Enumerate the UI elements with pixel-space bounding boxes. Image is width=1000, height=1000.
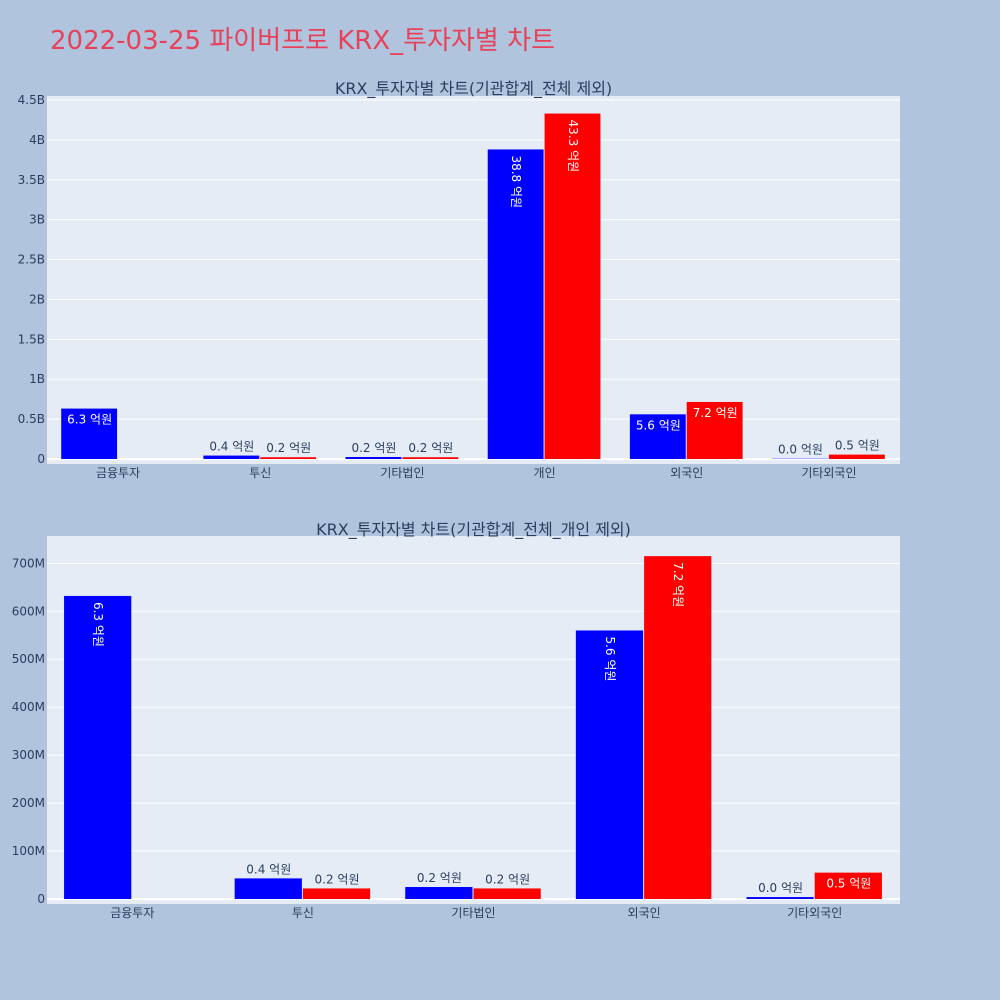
bar-value-label: 0.5 억원 <box>835 439 880 453</box>
bar-value-label: 43.3 억원 <box>566 120 580 173</box>
bar-sell[interactable] <box>402 457 459 459</box>
bar-buy[interactable] <box>487 149 544 459</box>
bar-buy[interactable] <box>575 630 644 899</box>
x-tick-label: 외국인 <box>628 906 661 920</box>
y-tick-label: 4.5B <box>18 93 45 107</box>
y-tick-label: 600M <box>12 604 45 618</box>
bar-value-label: 6.3 억원 <box>91 602 105 647</box>
bar-value-label: 0.2 억원 <box>315 872 360 886</box>
plot-area <box>47 536 900 904</box>
bar-value-label: 0.0 억원 <box>758 881 803 895</box>
x-tick-label: 개인 <box>534 466 556 480</box>
chart-excluding-individuals: KRX_투자자별 차트(기관합계_전체_개인 제외) 0 100M 200M 300M 4… <box>12 520 900 920</box>
bar-sell[interactable] <box>302 888 371 899</box>
bar-buy[interactable] <box>61 408 118 459</box>
bar-value-label: 0.0 억원 <box>778 443 823 457</box>
bar-buy[interactable] <box>629 414 686 459</box>
plot-area <box>47 96 900 464</box>
bar-buy[interactable] <box>746 897 814 899</box>
y-tick-label: 2.5B <box>18 253 45 267</box>
x-tick-label: 금융투자 <box>110 906 154 920</box>
bar-value-label: 7.2 억원 <box>693 406 738 420</box>
x-tick-label: 기타외국인 <box>801 466 856 480</box>
bar-value-label: 0.4 억원 <box>246 862 291 876</box>
bar-buy[interactable] <box>345 457 402 459</box>
bar-value-label: 0.4 억원 <box>209 440 254 454</box>
x-tick-label: 기타법인 <box>380 466 424 480</box>
x-tick-label: 기타외국인 <box>787 906 842 920</box>
bar-sell[interactable] <box>473 888 541 899</box>
x-tick-label: 투신 <box>292 906 314 920</box>
y-tick-label: 0.5B <box>18 412 45 426</box>
bar-value-label: 5.6 억원 <box>603 636 617 681</box>
bar-buy[interactable] <box>64 595 132 899</box>
chart-all-investors: KRX_투자자별 차트(기관합계_전체 제외) 0 0.5B 1B 1.5B 2B 2.5B… <box>18 79 900 480</box>
y-tick-label: 1.5B <box>18 332 45 346</box>
bar-value-label: 0.5 억원 <box>826 877 871 891</box>
chart-title: KRX_투자자별 차트(기관합계_전체_개인 제외) <box>316 520 631 540</box>
bar-value-label: 0.2 억원 <box>266 441 311 455</box>
bar-value-label: 0.2 억원 <box>351 441 396 455</box>
bar-value-label: 38.8 억원 <box>509 155 523 208</box>
x-tick-label: 금융투자 <box>96 466 140 480</box>
y-tick-label: 200M <box>12 796 45 810</box>
bar-sell[interactable] <box>260 457 317 459</box>
bar-buy[interactable] <box>203 455 260 459</box>
bar-value-label: 0.2 억원 <box>408 441 453 455</box>
bar-sell[interactable] <box>544 113 601 460</box>
bar-sell[interactable] <box>644 556 712 899</box>
x-tick-label: 외국인 <box>670 466 703 480</box>
bar-sell[interactable] <box>686 401 743 459</box>
y-tick-label: 3.5B <box>18 173 45 187</box>
bar-value-label: 0.2 억원 <box>485 872 530 886</box>
y-tick-label: 0 <box>37 892 45 906</box>
y-tick-label: 500M <box>12 652 45 666</box>
bar-sell[interactable] <box>814 872 882 899</box>
figure-title: 2022-03-25 파이버프로 KRX_투자자별 차트 <box>50 26 555 56</box>
y-tick-label: 2B <box>29 292 45 306</box>
chart-title: KRX_투자자별 차트(기관합계_전체 제외) <box>335 79 612 99</box>
bar-value-label: 0.2 억원 <box>417 871 462 885</box>
y-tick-label: 4B <box>29 133 45 147</box>
y-tick-label: 0 <box>37 452 45 466</box>
y-tick-label: 300M <box>12 748 45 762</box>
bar-buy[interactable] <box>234 878 302 899</box>
x-tick-label: 투신 <box>249 466 271 480</box>
y-tick-label: 100M <box>12 844 45 858</box>
bar-value-label: 7.2 억원 <box>671 562 685 607</box>
bar-sell[interactable] <box>828 454 885 459</box>
bar-value-label: 6.3 억원 <box>67 413 112 427</box>
y-tick-label: 400M <box>12 700 45 714</box>
x-tick-label: 기타법인 <box>451 906 495 920</box>
y-tick-label: 3B <box>29 213 45 227</box>
bar-value-label: 5.6 억원 <box>636 418 681 432</box>
y-tick-label: 700M <box>12 556 45 570</box>
y-tick-label: 1B <box>29 372 45 386</box>
bar-buy[interactable] <box>405 887 473 899</box>
